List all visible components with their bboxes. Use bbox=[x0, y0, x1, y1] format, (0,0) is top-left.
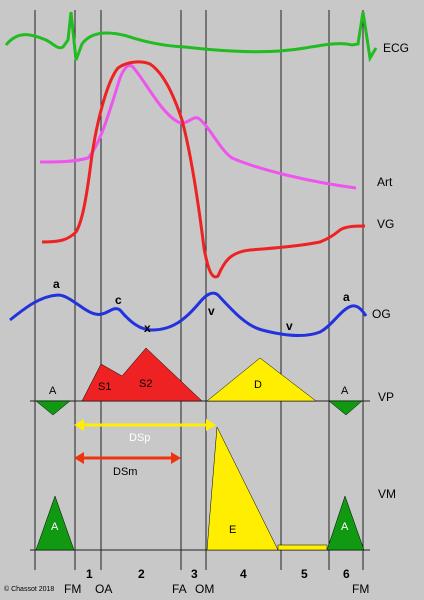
vp-atrial-right-label: A bbox=[341, 385, 349, 397]
dsp-arrow bbox=[74, 419, 216, 431]
art-label: Art bbox=[377, 175, 393, 189]
phase-6: 6 bbox=[343, 567, 350, 581]
vg-label: VG bbox=[377, 217, 394, 231]
ecg-trace bbox=[4, 11, 378, 63]
vm-diastasis-flow bbox=[277, 544, 328, 551]
og-trace bbox=[9, 291, 368, 338]
art-trace bbox=[39, 64, 357, 190]
vm-e-wave bbox=[206, 426, 279, 551]
event-fm-right: FM bbox=[352, 582, 369, 596]
og-wave-a-left: a bbox=[53, 277, 60, 291]
dsm-label: DSm bbox=[113, 466, 137, 478]
phase-4: 4 bbox=[240, 567, 247, 581]
vp-atrial-left-wave bbox=[35, 400, 71, 416]
event-fm-left: FM bbox=[64, 582, 81, 596]
vg-trace bbox=[41, 60, 366, 279]
dsm-arrow bbox=[74, 452, 181, 464]
vp-systolic-wave bbox=[81, 347, 203, 402]
vp-label: VP bbox=[378, 390, 394, 404]
og-wave-c: c bbox=[115, 293, 122, 307]
ecg-label: ECG bbox=[383, 41, 409, 55]
event-oa: OA bbox=[95, 582, 112, 596]
vp-s1-label: S1 bbox=[98, 381, 111, 393]
vm-label: VM bbox=[378, 487, 396, 501]
og-wave-v-right: v bbox=[286, 319, 293, 333]
og-wave-x: x bbox=[144, 321, 151, 335]
phase-1: 1 bbox=[86, 567, 93, 581]
vm-e-label: E bbox=[229, 524, 236, 536]
phase-2: 2 bbox=[138, 567, 145, 581]
phase-5: 5 bbox=[301, 567, 308, 581]
vm-atrial-right-wave bbox=[326, 495, 365, 551]
og-label: OG bbox=[372, 307, 391, 321]
vm-atrial-left-label: A bbox=[51, 521, 59, 533]
og-wave-a-right: a bbox=[343, 290, 350, 304]
copyright: © Chassot 2018 bbox=[4, 585, 54, 593]
vm-atrial-left-wave bbox=[35, 495, 75, 551]
phase-3: 3 bbox=[191, 567, 198, 581]
vm-atrial-right-label: A bbox=[341, 521, 349, 533]
vp-atrial-right-wave bbox=[328, 400, 363, 416]
timing-lines bbox=[34, 10, 364, 570]
vp-d-label: D bbox=[254, 379, 262, 391]
vp-diastolic-wave bbox=[206, 357, 317, 402]
og-wave-v-left: v bbox=[208, 304, 215, 318]
event-fa: FA bbox=[172, 582, 187, 596]
vp-s2-label: S2 bbox=[139, 378, 152, 390]
dsp-label: DSp bbox=[129, 432, 150, 444]
vp-atrial-left-label: A bbox=[49, 385, 57, 397]
event-om: OM bbox=[195, 582, 214, 596]
